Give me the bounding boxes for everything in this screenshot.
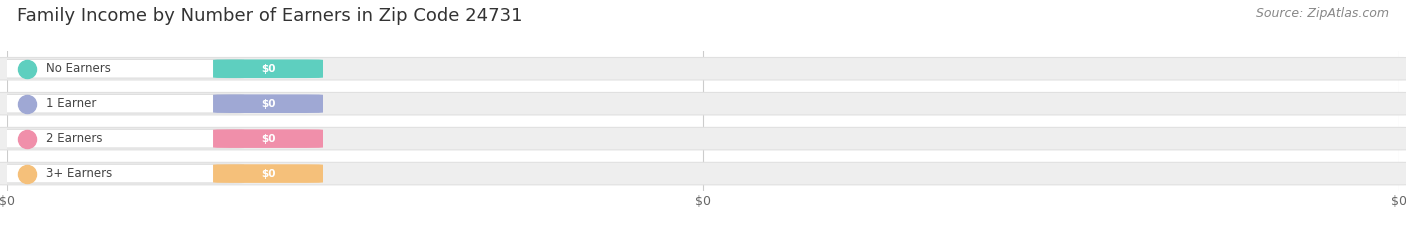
Text: $0: $0 bbox=[260, 64, 276, 74]
Text: Source: ZipAtlas.com: Source: ZipAtlas.com bbox=[1256, 7, 1389, 20]
FancyBboxPatch shape bbox=[0, 93, 1406, 115]
Text: 2 Earners: 2 Earners bbox=[46, 132, 103, 145]
FancyBboxPatch shape bbox=[0, 58, 1406, 80]
FancyBboxPatch shape bbox=[214, 94, 323, 113]
Text: $0: $0 bbox=[260, 169, 276, 178]
FancyBboxPatch shape bbox=[0, 162, 1406, 185]
FancyBboxPatch shape bbox=[0, 94, 243, 113]
Text: No Earners: No Earners bbox=[46, 62, 111, 75]
FancyBboxPatch shape bbox=[214, 129, 323, 148]
FancyBboxPatch shape bbox=[0, 164, 243, 183]
Text: 3+ Earners: 3+ Earners bbox=[46, 167, 112, 180]
FancyBboxPatch shape bbox=[214, 59, 323, 78]
Text: $0: $0 bbox=[260, 99, 276, 109]
FancyBboxPatch shape bbox=[214, 164, 323, 183]
FancyBboxPatch shape bbox=[0, 59, 243, 78]
Text: 1 Earner: 1 Earner bbox=[46, 97, 97, 110]
Text: $0: $0 bbox=[260, 134, 276, 144]
FancyBboxPatch shape bbox=[0, 129, 243, 148]
FancyBboxPatch shape bbox=[0, 127, 1406, 150]
Text: Family Income by Number of Earners in Zip Code 24731: Family Income by Number of Earners in Zi… bbox=[17, 7, 523, 25]
